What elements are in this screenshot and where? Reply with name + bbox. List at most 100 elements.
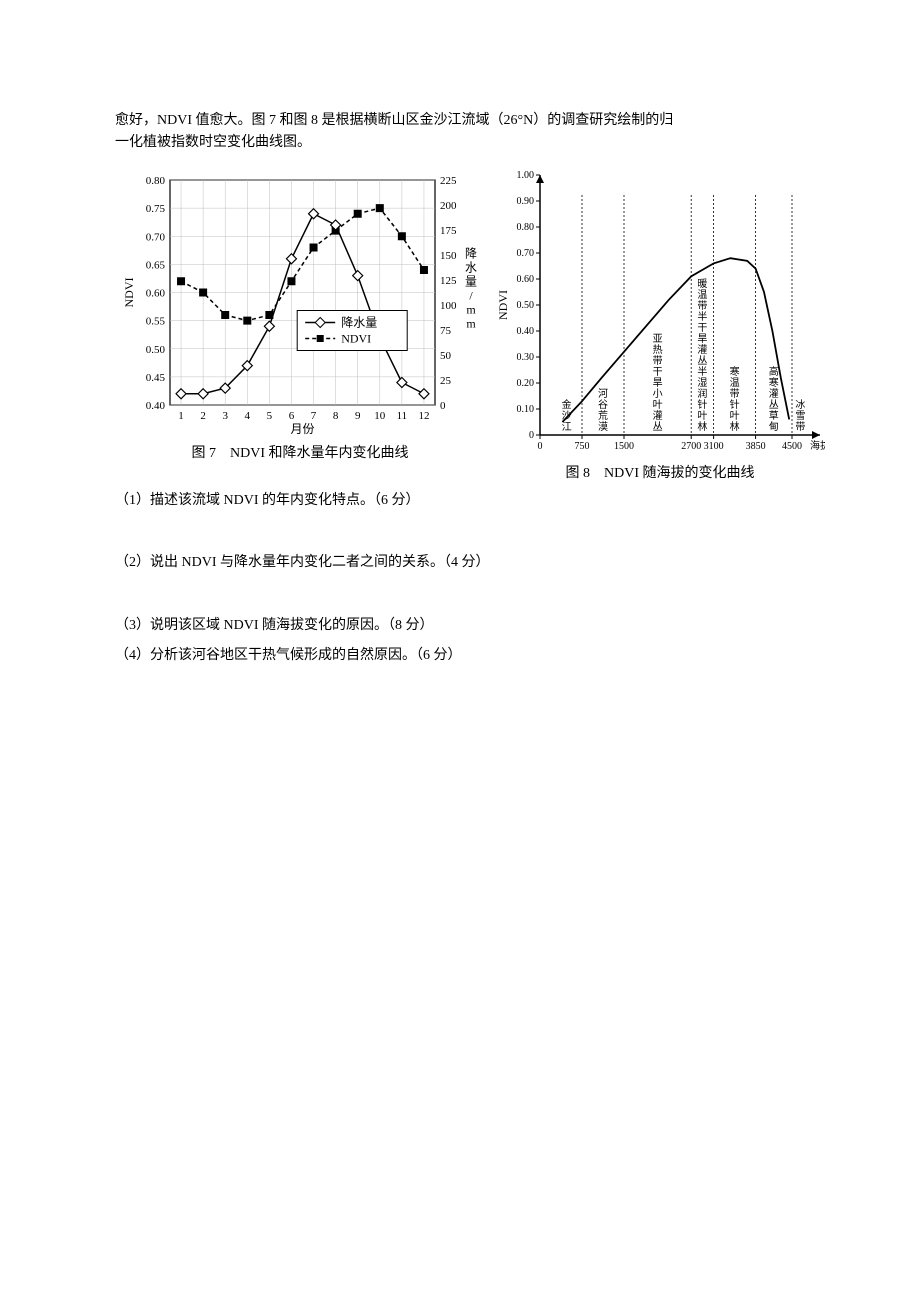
svg-text:0.80: 0.80 — [517, 222, 535, 233]
figure-8: 00.100.200.300.400.500.600.700.800.901.0… — [495, 165, 825, 482]
svg-text:NDVI: NDVI — [341, 331, 371, 345]
svg-text:针: 针 — [697, 398, 707, 411]
svg-text:200: 200 — [440, 200, 457, 212]
question-3: （3）说明该区域 NDVI 随海拔变化的原因。（8 分） — [115, 615, 810, 637]
svg-text:0.10: 0.10 — [517, 404, 535, 415]
svg-text:1: 1 — [178, 410, 184, 422]
svg-text:0.30: 0.30 — [517, 352, 535, 363]
svg-text:m: m — [466, 316, 476, 330]
intro-line2: 一化植被指数时空变化曲线图。 — [115, 135, 311, 150]
svg-text:0.60: 0.60 — [146, 287, 166, 299]
svg-text:亚: 亚 — [653, 334, 663, 345]
svg-text:12: 12 — [418, 410, 429, 422]
svg-text:带: 带 — [795, 421, 805, 433]
question-1: （1）描述该流域 NDVI 的年内变化特点。（6 分） — [115, 490, 810, 512]
svg-text:4500: 4500 — [782, 441, 802, 452]
svg-text:江: 江 — [562, 421, 572, 433]
svg-text:0.20: 0.20 — [517, 378, 535, 389]
svg-text:0.70: 0.70 — [517, 248, 535, 259]
svg-text:丛: 丛 — [653, 421, 663, 433]
svg-text:3100: 3100 — [704, 441, 724, 452]
svg-text:0: 0 — [538, 441, 543, 452]
svg-text:/: / — [469, 288, 473, 302]
svg-text:NDVI: NDVI — [496, 290, 510, 320]
figure-7-caption: 图 7 NDVI 和降水量年内变化曲线 — [115, 442, 485, 462]
svg-text:0.60: 0.60 — [517, 274, 535, 285]
svg-text:3850: 3850 — [746, 441, 766, 452]
svg-text:半: 半 — [697, 310, 707, 323]
svg-text:NDVI: NDVI — [122, 277, 136, 307]
svg-text:冰: 冰 — [795, 398, 805, 411]
svg-text:带: 带 — [697, 300, 707, 312]
svg-text:25: 25 — [440, 375, 452, 387]
svg-text:旱: 旱 — [697, 333, 707, 345]
svg-text:6: 6 — [289, 410, 295, 422]
question-4: （4）分析该河谷地区干热气候形成的自然原因。（6 分） — [115, 645, 810, 667]
svg-text:灌: 灌 — [653, 410, 663, 422]
svg-text:丛: 丛 — [769, 399, 779, 411]
svg-text:带: 带 — [653, 355, 663, 367]
svg-text:草: 草 — [769, 410, 779, 422]
svg-text:雪: 雪 — [795, 410, 805, 422]
svg-text:50: 50 — [440, 350, 452, 362]
intro-line1: 愈好，NDVI 值愈大。图 7 和图 8 是根据横断山区金沙江流域（26°N）的… — [115, 113, 673, 128]
svg-text:谷: 谷 — [598, 399, 608, 411]
figures-row: 0.400.450.500.550.600.650.700.750.800255… — [115, 165, 810, 482]
svg-text:丛: 丛 — [697, 355, 707, 367]
svg-text:旱: 旱 — [653, 377, 663, 389]
svg-text:沙: 沙 — [562, 410, 572, 422]
svg-text:河: 河 — [598, 388, 608, 400]
svg-text:降: 降 — [465, 246, 477, 260]
svg-text:0.45: 0.45 — [146, 372, 166, 384]
svg-text:甸: 甸 — [769, 420, 779, 433]
svg-text:干: 干 — [653, 367, 663, 378]
svg-text:2: 2 — [200, 410, 206, 422]
figure-8-caption: 图 8 NDVI 随海拔的变化曲线 — [495, 462, 825, 482]
svg-text:针: 针 — [730, 398, 740, 411]
svg-text:漠: 漠 — [598, 421, 608, 433]
svg-text:9: 9 — [355, 410, 361, 422]
svg-text:叶: 叶 — [697, 410, 707, 422]
svg-text:0.70: 0.70 — [146, 231, 166, 243]
svg-text:150: 150 — [440, 250, 457, 262]
svg-text:1.00: 1.00 — [517, 170, 535, 181]
svg-text:温: 温 — [730, 377, 740, 389]
svg-text:量: 量 — [465, 274, 477, 288]
svg-text:750: 750 — [575, 441, 590, 452]
svg-text:降水量: 降水量 — [341, 315, 377, 329]
intro-paragraph: 愈好，NDVI 值愈大。图 7 和图 8 是根据横断山区金沙江流域（26°N）的… — [115, 110, 810, 155]
svg-text:3: 3 — [222, 410, 228, 422]
svg-text:湿: 湿 — [697, 377, 707, 389]
svg-text:叶: 叶 — [653, 399, 663, 411]
svg-text:干: 干 — [697, 323, 707, 334]
svg-text:金: 金 — [562, 398, 572, 411]
question-2: （2）说出 NDVI 与降水量年内变化二者之间的关系。（4 分） — [115, 552, 810, 574]
figure-7: 0.400.450.500.550.600.650.700.750.800255… — [115, 165, 485, 462]
svg-text:125: 125 — [440, 275, 457, 287]
svg-text:海拔/m: 海拔/m — [810, 439, 825, 452]
svg-text:叶: 叶 — [730, 410, 740, 422]
svg-text:2700: 2700 — [681, 441, 701, 452]
svg-text:灌: 灌 — [697, 344, 707, 356]
svg-text:小: 小 — [653, 388, 663, 400]
svg-text:0.80: 0.80 — [146, 175, 166, 187]
svg-text:175: 175 — [440, 225, 457, 237]
svg-text:高: 高 — [769, 365, 779, 378]
svg-text:4: 4 — [245, 410, 251, 422]
svg-text:11: 11 — [397, 410, 408, 422]
svg-text:0: 0 — [440, 400, 446, 412]
svg-text:225: 225 — [440, 175, 457, 187]
svg-text:0.90: 0.90 — [517, 196, 535, 207]
svg-text:75: 75 — [440, 325, 452, 337]
svg-text:1500: 1500 — [614, 441, 634, 452]
svg-text:0.50: 0.50 — [146, 344, 166, 356]
svg-text:月份: 月份 — [290, 422, 314, 435]
svg-text:0.55: 0.55 — [146, 315, 166, 327]
svg-text:寒: 寒 — [769, 376, 779, 389]
svg-text:m: m — [466, 302, 476, 316]
figure-7-svg: 0.400.450.500.550.600.650.700.750.800255… — [115, 165, 485, 435]
svg-text:灌: 灌 — [769, 388, 779, 400]
svg-text:热: 热 — [653, 343, 663, 356]
svg-text:0.65: 0.65 — [146, 259, 166, 271]
svg-text:林: 林 — [697, 420, 707, 433]
